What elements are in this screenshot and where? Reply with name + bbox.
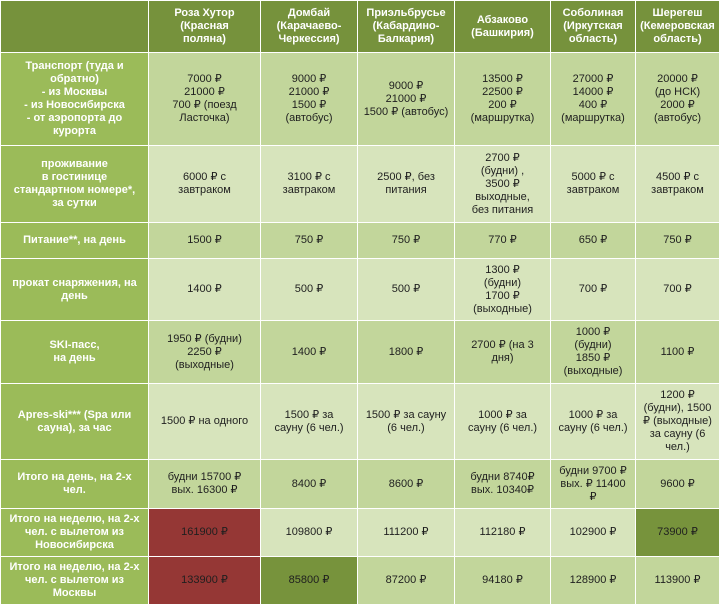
table-cell: будни 15700 ₽ вых. 16300 ₽ bbox=[149, 460, 261, 509]
table-cell: 500 ₽ bbox=[358, 259, 455, 321]
table-cell-most-expensive: 133900 ₽ bbox=[149, 557, 261, 605]
row-header-equipment-rental: прокат снаряжения, на день bbox=[1, 259, 149, 321]
table-cell: 700 ₽ bbox=[551, 259, 636, 321]
table-cell: 20000 ₽ (до НСК) 2000 ₽ (автобус) bbox=[636, 53, 719, 146]
table-cell: будни 8740₽ вых. 10340₽ bbox=[455, 460, 551, 509]
table-row-total-per-day: Итого на день, на 2-х чел. будни 15700 ₽… bbox=[1, 460, 719, 509]
table-cell: 750 ₽ bbox=[261, 223, 358, 259]
table-row-transport: Транспорт (туда и обратно) - из Москвы -… bbox=[1, 53, 719, 146]
table-cell-cheapest: 85800 ₽ bbox=[261, 557, 358, 605]
column-header-prielbrusye: Приэльбрусье (Кабардино- Балкария) bbox=[358, 1, 455, 53]
table-row-total-week-moscow: Итого на неделю, на 2-х чел. с вылетом и… bbox=[1, 557, 719, 605]
table-cell-most-expensive: 161900 ₽ bbox=[149, 509, 261, 557]
table-cell: 1200 ₽ (будни), 1500 ₽ (выходные) за сау… bbox=[636, 384, 719, 460]
table-row-ski-pass: SKI-пасс, на день 1950 ₽ (будни) 2250 ₽ … bbox=[1, 321, 719, 384]
column-header-roza-khutor: Роза Хутор (Красная поляна) bbox=[149, 1, 261, 53]
column-header-abzakovo: Абзаково (Башкирия) bbox=[455, 1, 551, 53]
table-cell: 1400 ₽ bbox=[149, 259, 261, 321]
table-cell: 1500 ₽ bbox=[149, 223, 261, 259]
row-header-total-per-day: Итого на день, на 2-х чел. bbox=[1, 460, 149, 509]
table-cell: 113900 ₽ bbox=[636, 557, 719, 605]
row-header-total-week-moscow: Итого на неделю, на 2-х чел. с вылетом и… bbox=[1, 557, 149, 605]
row-header-total-week-novosibirsk: Итого на неделю, на 2-х чел. с вылетом и… bbox=[1, 509, 149, 557]
row-header-accommodation: проживание в гостинице стандартном номер… bbox=[1, 146, 149, 223]
table-cell: 102900 ₽ bbox=[551, 509, 636, 557]
table-cell: 1300 ₽ (будни) 1700 ₽ (выходные) bbox=[455, 259, 551, 321]
table-cell: 650 ₽ bbox=[551, 223, 636, 259]
table-cell: 770 ₽ bbox=[455, 223, 551, 259]
table-row-equipment-rental: прокат снаряжения, на день 1400 ₽ 500 ₽ … bbox=[1, 259, 719, 321]
table-cell: 6000 ₽ с завтраком bbox=[149, 146, 261, 223]
table-cell: 700 ₽ bbox=[636, 259, 719, 321]
table-cell: 1000 ₽ за сауну (6 чел.) bbox=[455, 384, 551, 460]
table-cell: 1950 ₽ (будни) 2250 ₽ (выходные) bbox=[149, 321, 261, 384]
row-header-food: Питание**, на день bbox=[1, 223, 149, 259]
column-header-sheregesh: Шерегеш (Кемеровская область) bbox=[636, 1, 719, 53]
row-header-transport: Транспорт (туда и обратно) - из Москвы -… bbox=[1, 53, 149, 146]
table-cell: 1500 ₽ на одного bbox=[149, 384, 261, 460]
table-cell: 27000 ₽ 14000 ₽ 400 ₽ (маршрутка) bbox=[551, 53, 636, 146]
table-cell: 8400 ₽ bbox=[261, 460, 358, 509]
table-cell: 500 ₽ bbox=[261, 259, 358, 321]
table-cell: 7000 ₽ 21000 ₽ 700 ₽ (поезд Ласточка) bbox=[149, 53, 261, 146]
header-row: Роза Хутор (Красная поляна) Домбай (Кара… bbox=[1, 1, 719, 53]
table-cell: 111200 ₽ bbox=[358, 509, 455, 557]
table-cell: 750 ₽ bbox=[358, 223, 455, 259]
table-cell: 3100 ₽ с завтраком bbox=[261, 146, 358, 223]
table-cell: 1000 ₽ (будни) 1850 ₽ (выходные) bbox=[551, 321, 636, 384]
table-cell: 9000 ₽ 21000 ₽ 1500 ₽ (автобус) bbox=[358, 53, 455, 146]
table-row-total-week-novosibirsk: Итого на неделю, на 2-х чел. с вылетом и… bbox=[1, 509, 719, 557]
corner-cell bbox=[1, 1, 149, 53]
table-cell: 1500 ₽ за сауну (6 чел.) bbox=[358, 384, 455, 460]
table-row-apres-ski: Apres-ski*** (Spa или сауна), за час 150… bbox=[1, 384, 719, 460]
column-header-dombay: Домбай (Карачаево- Черкессия) bbox=[261, 1, 358, 53]
table-cell: 112180 ₽ bbox=[455, 509, 551, 557]
table-cell: 87200 ₽ bbox=[358, 557, 455, 605]
table-cell: 2700 ₽ (на 3 дня) bbox=[455, 321, 551, 384]
table-cell: 1000 ₽ за сауну (6 чел.) bbox=[551, 384, 636, 460]
table-cell: 5000 ₽ с завтраком bbox=[551, 146, 636, 223]
table-cell: 2700 ₽ (будни) , 3500 ₽ выходные, без пи… bbox=[455, 146, 551, 223]
table-row-food: Питание**, на день 1500 ₽ 750 ₽ 750 ₽ 77… bbox=[1, 223, 719, 259]
table-cell: 8600 ₽ bbox=[358, 460, 455, 509]
table-cell: 1100 ₽ bbox=[636, 321, 719, 384]
row-header-apres-ski: Apres-ski*** (Spa или сауна), за час bbox=[1, 384, 149, 460]
row-header-ski-pass: SKI-пасс, на день bbox=[1, 321, 149, 384]
table-cell: будни 9700 ₽ вых. ₽ 11400 ₽ bbox=[551, 460, 636, 509]
table-cell: 1800 ₽ bbox=[358, 321, 455, 384]
table-cell: 1500 ₽ за сауну (6 чел.) bbox=[261, 384, 358, 460]
table-cell: 128900 ₽ bbox=[551, 557, 636, 605]
column-header-sobolinaya: Соболиная (Иркутская область) bbox=[551, 1, 636, 53]
table-cell: 9000 ₽ 21000 ₽ 1500 ₽ (автобус) bbox=[261, 53, 358, 146]
table-cell: 9600 ₽ bbox=[636, 460, 719, 509]
table-cell: 4500 ₽ с завтраком bbox=[636, 146, 719, 223]
table-cell: 1400 ₽ bbox=[261, 321, 358, 384]
table-cell: 750 ₽ bbox=[636, 223, 719, 259]
table-cell: 2500 ₽, без питания bbox=[358, 146, 455, 223]
table-cell: 109800 ₽ bbox=[261, 509, 358, 557]
table-cell-cheapest: 73900 ₽ bbox=[636, 509, 719, 557]
table-cell: 13500 ₽ 22500 ₽ 200 ₽ (маршрутка) bbox=[455, 53, 551, 146]
table-cell: 94180 ₽ bbox=[455, 557, 551, 605]
table-row-accommodation: проживание в гостинице стандартном номер… bbox=[1, 146, 719, 223]
